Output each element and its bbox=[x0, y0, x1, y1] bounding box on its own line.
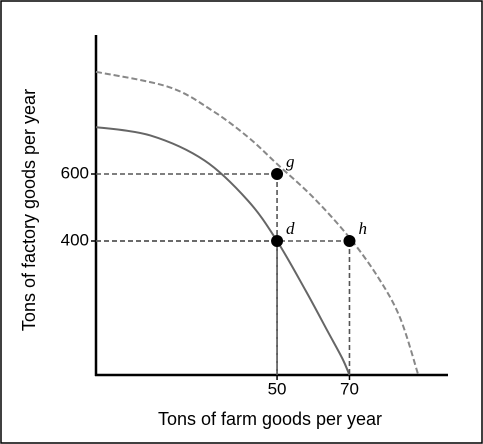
x-axis-title: Tons of farm goods per year bbox=[158, 409, 382, 429]
point-label: d bbox=[286, 219, 295, 238]
point bbox=[271, 168, 284, 180]
y-axis-title: Tons of factory goods per year bbox=[19, 89, 39, 331]
y-tick-label: 400 bbox=[61, 230, 89, 249]
ppf-curve bbox=[95, 70, 420, 376]
x-tick-label: 70 bbox=[340, 379, 359, 398]
y-tick-label: 600 bbox=[61, 163, 89, 182]
x-tick-label: 50 bbox=[268, 379, 287, 398]
point bbox=[343, 235, 356, 247]
point-label: h bbox=[358, 219, 367, 238]
point-label: g bbox=[286, 152, 295, 171]
point bbox=[271, 235, 284, 247]
